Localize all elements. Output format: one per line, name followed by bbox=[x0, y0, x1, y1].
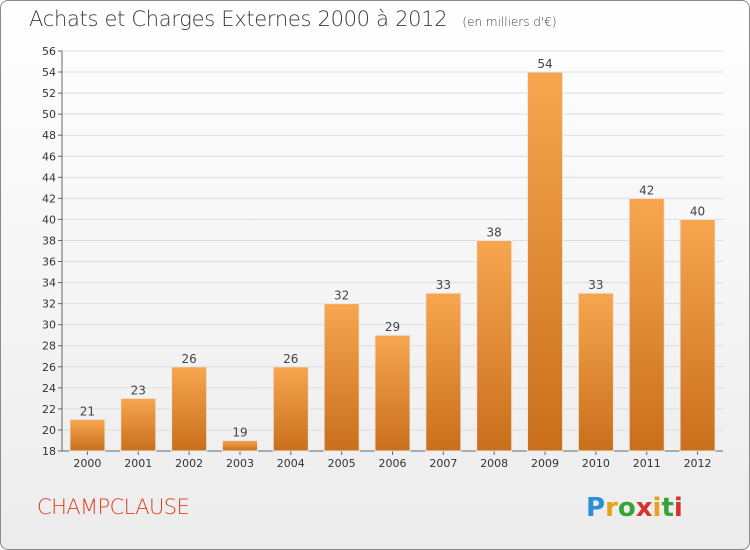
x-tick-label-2012: 2012 bbox=[684, 457, 712, 470]
bar-2012 bbox=[679, 218, 716, 452]
bar-2003 bbox=[221, 439, 259, 452]
y-tick-label: 34 bbox=[42, 277, 56, 290]
data-label-2005: 32 bbox=[334, 289, 349, 303]
bar-2002 bbox=[171, 366, 208, 452]
y-tick-label: 32 bbox=[42, 298, 56, 311]
data-label-2009: 54 bbox=[537, 57, 552, 71]
commune-name: CHAMPCLAUSE bbox=[37, 495, 190, 519]
bar-2007 bbox=[425, 292, 462, 452]
y-tick-label: 40 bbox=[42, 213, 56, 226]
x-tick-label-2003: 2003 bbox=[226, 457, 254, 470]
chart-title: Achats et Charges Externes 2000 à 2012 (… bbox=[29, 7, 557, 31]
x-tick-label-2009: 2009 bbox=[531, 457, 559, 470]
data-label-2004: 26 bbox=[283, 352, 298, 366]
y-tick-label: 20 bbox=[42, 424, 56, 437]
y-tick-label: 38 bbox=[42, 234, 56, 247]
chart-title-text: Achats et Charges Externes 2000 à 2012 bbox=[29, 7, 448, 31]
x-tick-label-2002: 2002 bbox=[175, 457, 203, 470]
y-tick-label: 36 bbox=[42, 256, 56, 269]
x-tick-label-2007: 2007 bbox=[429, 457, 457, 470]
x-tick-label-2000: 2000 bbox=[73, 457, 101, 470]
data-label-2001: 23 bbox=[131, 383, 146, 397]
x-tick-label-2011: 2011 bbox=[633, 457, 661, 470]
data-label-2008: 38 bbox=[487, 225, 502, 239]
y-tick-label: 30 bbox=[42, 319, 56, 332]
bar-2005 bbox=[323, 303, 360, 452]
bar-2009 bbox=[526, 71, 564, 452]
y-tick-label: 24 bbox=[42, 382, 56, 395]
proxiti-logo[interactable]: Proxiti bbox=[586, 490, 696, 522]
data-label-2007: 33 bbox=[436, 278, 451, 292]
y-tick-label: 18 bbox=[42, 445, 56, 458]
x-tick-label-2006: 2006 bbox=[379, 457, 407, 470]
y-tick-label: 22 bbox=[42, 403, 56, 416]
x-tick-label-2010: 2010 bbox=[582, 457, 610, 470]
y-tick-label: 46 bbox=[42, 150, 56, 163]
svg-text:Proxiti: Proxiti bbox=[586, 493, 683, 522]
data-label-2002: 26 bbox=[181, 352, 196, 366]
y-tick-label: 26 bbox=[42, 361, 56, 374]
y-tick-label: 42 bbox=[42, 192, 56, 205]
data-label-2011: 42 bbox=[639, 183, 654, 197]
y-tick-label: 50 bbox=[42, 108, 56, 121]
x-tick-label-2001: 2001 bbox=[124, 457, 152, 470]
bar-2000 bbox=[69, 418, 106, 452]
x-tick-label-2008: 2008 bbox=[480, 457, 508, 470]
y-tick-label: 28 bbox=[42, 340, 56, 353]
y-tick-label: 52 bbox=[42, 87, 56, 100]
data-label-2006: 29 bbox=[385, 320, 400, 334]
chart-unit: (en milliers d'€) bbox=[462, 15, 557, 29]
bar-2004 bbox=[272, 366, 309, 452]
data-label-2000: 21 bbox=[80, 404, 95, 418]
x-tick-label-2005: 2005 bbox=[328, 457, 356, 470]
bar-2011 bbox=[628, 197, 665, 452]
data-label-2010: 33 bbox=[588, 278, 603, 292]
y-tick-label: 44 bbox=[42, 171, 56, 184]
bar-2006 bbox=[374, 334, 411, 452]
y-tick-label: 48 bbox=[42, 129, 56, 142]
y-tick-label: 56 bbox=[42, 45, 56, 58]
data-label-2003: 19 bbox=[232, 425, 247, 439]
bars bbox=[69, 71, 716, 452]
data-labels: 21 23 26 19 26 32 29 33 38 54 33 42 40 bbox=[80, 57, 705, 439]
bar-2010 bbox=[577, 292, 614, 452]
bar-2001 bbox=[120, 397, 157, 452]
data-label-2012: 40 bbox=[690, 204, 705, 218]
x-tick-label-2004: 2004 bbox=[277, 457, 305, 470]
y-tick-label: 54 bbox=[42, 66, 56, 79]
bar-2008 bbox=[476, 239, 513, 452]
